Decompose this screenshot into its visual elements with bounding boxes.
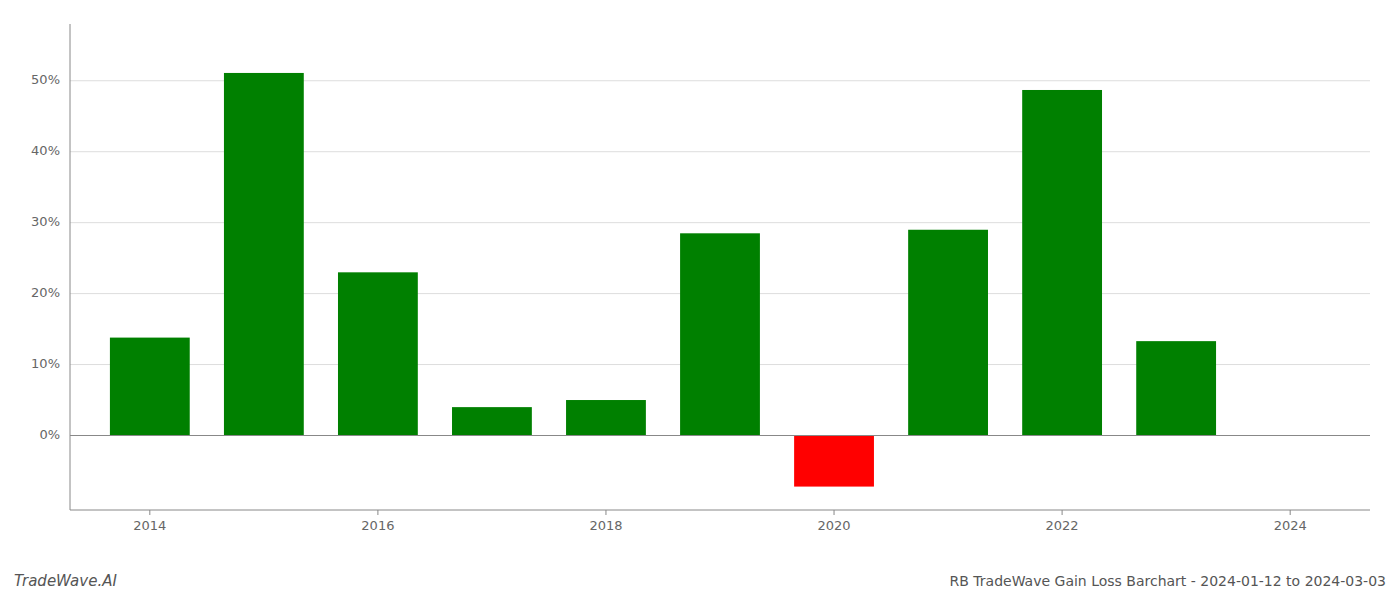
y-tick-label: 10% — [31, 356, 60, 371]
x-tick-label: 2018 — [589, 518, 622, 533]
grid-line — [70, 435, 1370, 436]
bar — [452, 407, 532, 435]
x-tick-label: 2022 — [1046, 518, 1079, 533]
x-tick — [1290, 510, 1291, 515]
y-tick-label: 30% — [31, 214, 60, 229]
y-axis-line — [70, 24, 71, 510]
chart-svg: 0% 10% 20% 30% 40% 50% 2014 2016 2018 2020 2022 202… — [0, 0, 1400, 600]
x-tick — [1062, 510, 1063, 515]
bars — [110, 73, 1216, 487]
x-tick-label: 2024 — [1274, 518, 1307, 533]
x-axis-line — [70, 510, 1370, 511]
x-tick-label: 2020 — [817, 518, 850, 533]
bar — [224, 73, 304, 436]
bar — [794, 436, 874, 487]
chart-title: RB TradeWave Gain Loss Barchart - 2024-0… — [950, 573, 1386, 589]
x-tick — [377, 510, 378, 515]
bar — [110, 338, 190, 436]
y-tick-label: 40% — [31, 143, 60, 158]
bar — [1022, 90, 1102, 436]
chart-container: 0% 10% 20% 30% 40% 50% 2014 2016 2018 2020 2022 202… — [0, 0, 1400, 600]
zero-line — [70, 435, 1370, 436]
bar — [1136, 341, 1216, 435]
x-tick — [605, 510, 606, 515]
x-tick-label: 2014 — [133, 518, 166, 533]
x-tick — [834, 510, 835, 515]
bar — [680, 233, 760, 435]
y-tick-label: 20% — [31, 285, 60, 300]
x-tick — [149, 510, 150, 515]
y-tick-label: 0% — [39, 427, 60, 442]
watermark: TradeWave.AI — [14, 572, 117, 590]
y-tick-labels: 0% 10% 20% 30% 40% 50% — [31, 72, 60, 442]
bar — [566, 400, 646, 435]
bar — [338, 272, 418, 435]
x-ticks: 2014 2016 2018 2020 2022 2024 — [133, 510, 1306, 533]
x-tick-label: 2016 — [361, 518, 394, 533]
bar — [908, 230, 988, 436]
y-tick-label: 50% — [31, 72, 60, 87]
